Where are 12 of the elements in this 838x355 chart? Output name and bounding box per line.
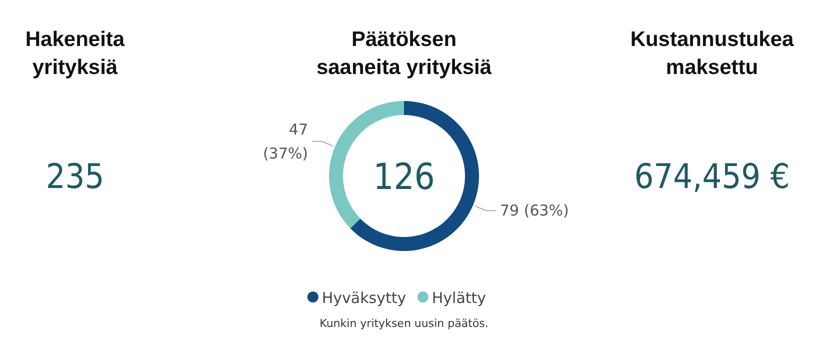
text: 235 bbox=[46, 157, 104, 197]
legend-label: Hylätty bbox=[432, 289, 486, 307]
text: Kustannustukea maksettu bbox=[630, 28, 794, 79]
text: Kunkin yrityksen uusin päätös. bbox=[320, 317, 488, 330]
text: 126 bbox=[373, 157, 435, 198]
chart-title: Päätöksen saaneita yrityksiä bbox=[316, 28, 492, 79]
text: 674,459 € bbox=[634, 157, 790, 197]
data-label: 79 (63%) bbox=[500, 202, 569, 220]
legend-label: Hyväksytty bbox=[322, 289, 406, 307]
text: Hakeneita yrityksiä bbox=[25, 28, 125, 79]
data-label: 47 (37%) bbox=[262, 120, 308, 162]
donut-slice bbox=[350, 101, 479, 251]
